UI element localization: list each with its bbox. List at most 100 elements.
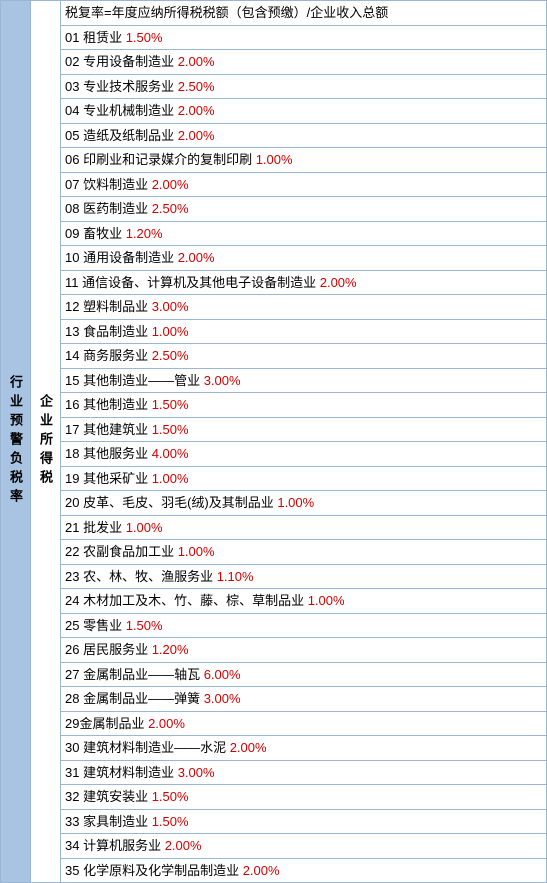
row-label: 16 其他制造业 1.50%: [65, 395, 189, 415]
row-percent: 3.00%: [178, 765, 215, 780]
row-percent: 1.50%: [152, 422, 189, 437]
row-label: 09 畜牧业 1.20%: [65, 224, 163, 244]
table-row: 08 医药制造业 2.50%: [61, 197, 546, 222]
row-label: 25 零售业 1.50%: [65, 616, 163, 636]
row-percent: 2.00%: [178, 128, 215, 143]
row-percent: 1.50%: [126, 30, 163, 45]
table-row: 06 印刷业和记录媒介的复制印刷 1.00%: [61, 148, 546, 173]
row-label: 03 专业技术服务业 2.50%: [65, 77, 215, 97]
table-row: 27 金属制品业——轴瓦 6.00%: [61, 663, 546, 688]
row-label: 35 化学原料及化学制品制造业 2.00%: [65, 861, 280, 881]
formula-text: 税复率=年度应纳所得税税额（包含预缴）/企业收入总额: [65, 3, 388, 23]
row-percent: 1.00%: [126, 520, 163, 535]
row-label: 23 农、林、牧、渔服务业 1.10%: [65, 567, 254, 587]
table-row: 09 畜牧业 1.20%: [61, 222, 546, 247]
table-row: 30 建筑材料制造业——水泥 2.00%: [61, 736, 546, 761]
row-percent: 1.50%: [152, 397, 189, 412]
row-label: 26 居民服务业 1.20%: [65, 640, 189, 660]
row-label: 14 商务服务业 2.50%: [65, 346, 189, 366]
table-row: 22 农副食品加工业 1.00%: [61, 540, 546, 565]
row-label: 34 计算机服务业 2.00%: [65, 836, 202, 856]
row-percent: 2.00%: [320, 275, 357, 290]
table-row: 19 其他采矿业 1.00%: [61, 467, 546, 492]
table-row: 17 其他建筑业 1.50%: [61, 418, 546, 443]
table-row: 33 家具制造业 1.50%: [61, 810, 546, 835]
row-percent: 1.00%: [256, 152, 293, 167]
row-percent: 2.00%: [243, 863, 280, 878]
table-row: 16 其他制造业 1.50%: [61, 393, 546, 418]
table-row: 10 通用设备制造业 2.00%: [61, 246, 546, 271]
row-percent: 2.50%: [152, 201, 189, 216]
table-row: 23 农、林、牧、渔服务业 1.10%: [61, 565, 546, 590]
row-label: 33 家具制造业 1.50%: [65, 812, 189, 832]
table-row: 34 计算机服务业 2.00%: [61, 834, 546, 859]
row-label: 06 印刷业和记录媒介的复制印刷 1.00%: [65, 150, 293, 170]
table-row: 11 通信设备、计算机及其他电子设备制造业 2.00%: [61, 271, 546, 296]
table-row: 18 其他服务业 4.00%: [61, 442, 546, 467]
table-row: 05 造纸及纸制品业 2.00%: [61, 124, 546, 149]
mid-header-label: 企业所得税: [36, 394, 55, 489]
table-row: 32 建筑安装业 1.50%: [61, 785, 546, 810]
row-percent: 2.00%: [165, 838, 202, 853]
row-label: 12 塑料制品业 3.00%: [65, 297, 189, 317]
row-percent: 1.50%: [152, 814, 189, 829]
row-label: 04 专业机械制造业 2.00%: [65, 101, 215, 121]
row-percent: 2.00%: [152, 177, 189, 192]
row-percent: 2.00%: [230, 740, 267, 755]
row-label: 24 木材加工及木、竹、藤、棕、草制品业 1.00%: [65, 591, 345, 611]
row-percent: 4.00%: [152, 446, 189, 461]
row-percent: 2.50%: [152, 348, 189, 363]
left-header-col: 行业预警负税率: [1, 1, 31, 882]
row-percent: 2.00%: [178, 103, 215, 118]
row-label: 21 批发业 1.00%: [65, 518, 163, 538]
row-label: 30 建筑材料制造业——水泥 2.00%: [65, 738, 267, 758]
table-row: 31 建筑材料制造业 3.00%: [61, 761, 546, 786]
table-row: 24 木材加工及木、竹、藤、棕、草制品业 1.00%: [61, 589, 546, 614]
row-percent: 3.00%: [152, 299, 189, 314]
row-label: 13 食品制造业 1.00%: [65, 322, 189, 342]
tax-rate-table: 行业预警负税率 企业所得税 税复率=年度应纳所得税税额（包含预缴）/企业收入总额…: [0, 0, 547, 883]
table-row: 02 专用设备制造业 2.00%: [61, 50, 546, 75]
row-label: 32 建筑安装业 1.50%: [65, 787, 189, 807]
row-percent: 3.00%: [204, 373, 241, 388]
row-percent: 1.00%: [277, 495, 314, 510]
table-row: 25 零售业 1.50%: [61, 614, 546, 639]
row-percent: 1.00%: [178, 544, 215, 559]
row-percent: 3.00%: [204, 691, 241, 706]
table-row: 14 商务服务业 2.50%: [61, 344, 546, 369]
left-header-label: 行业预警负税率: [6, 375, 25, 508]
row-label: 15 其他制造业——管业 3.00%: [65, 371, 241, 391]
row-percent: 2.00%: [148, 716, 185, 731]
table-row: 01 租赁业 1.50%: [61, 26, 546, 51]
row-label: 08 医药制造业 2.50%: [65, 199, 189, 219]
table-row: 04 专业机械制造业 2.00%: [61, 99, 546, 124]
row-label: 05 造纸及纸制品业 2.00%: [65, 126, 215, 146]
row-label: 28 金属制品业——弹簧 3.00%: [65, 689, 241, 709]
row-percent: 1.10%: [217, 569, 254, 584]
row-label: 01 租赁业 1.50%: [65, 28, 163, 48]
data-col: 税复率=年度应纳所得税税额（包含预缴）/企业收入总额 01 租赁业 1.50% 0…: [61, 1, 546, 882]
row-percent: 1.50%: [152, 789, 189, 804]
table-row: 35 化学原料及化学制品制造业 2.00%: [61, 859, 546, 883]
row-label: 19 其他采矿业 1.00%: [65, 469, 189, 489]
table-row: 20 皮革、毛皮、羽毛(绒)及其制品业 1.00%: [61, 491, 546, 516]
table-row: 12 塑料制品业 3.00%: [61, 295, 546, 320]
row-label: 02 专用设备制造业 2.00%: [65, 52, 215, 72]
row-label: 10 通用设备制造业 2.00%: [65, 248, 215, 268]
row-percent: 1.00%: [152, 324, 189, 339]
row-label: 31 建筑材料制造业 3.00%: [65, 763, 215, 783]
row-label: 27 金属制品业——轴瓦 6.00%: [65, 665, 241, 685]
table-row: 13 食品制造业 1.00%: [61, 320, 546, 345]
row-percent: 1.20%: [152, 642, 189, 657]
table-row: 21 批发业 1.00%: [61, 516, 546, 541]
row-percent: 1.00%: [152, 471, 189, 486]
formula-row: 税复率=年度应纳所得税税额（包含预缴）/企业收入总额: [61, 1, 546, 26]
row-label: 29金属制品业 2.00%: [65, 714, 185, 734]
row-percent: 2.00%: [178, 250, 215, 265]
table-row: 29金属制品业 2.00%: [61, 712, 546, 737]
table-row: 03 专业技术服务业 2.50%: [61, 75, 546, 100]
table-row: 15 其他制造业——管业 3.00%: [61, 369, 546, 394]
table-row: 26 居民服务业 1.20%: [61, 638, 546, 663]
row-percent: 1.00%: [308, 593, 345, 608]
mid-header-col: 企业所得税: [31, 1, 61, 882]
